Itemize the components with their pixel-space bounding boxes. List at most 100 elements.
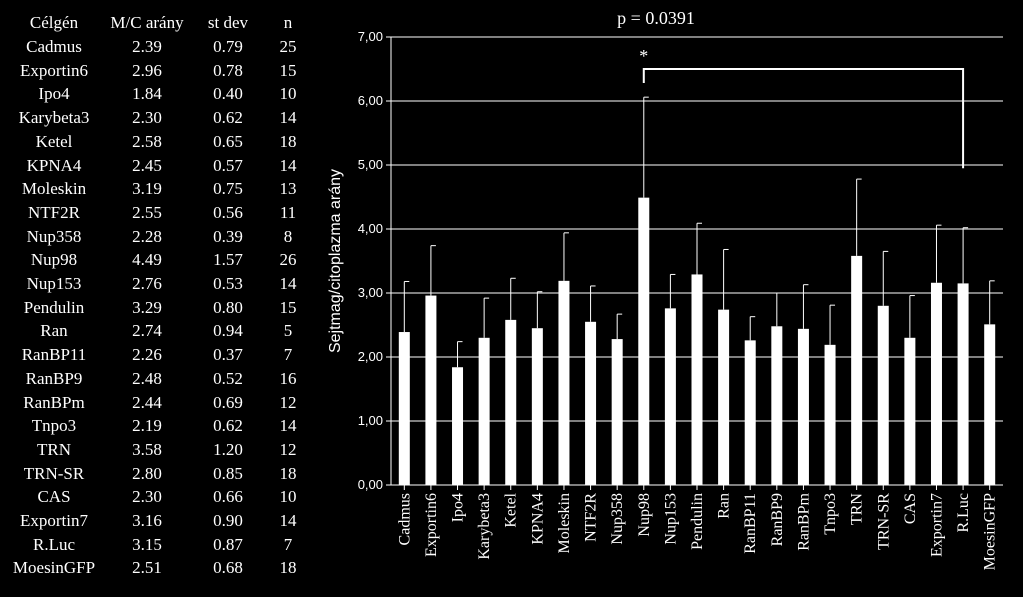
x-tick-label: CAS [902,493,919,524]
table-row: CAS 2.30 0.66 10 [0,487,320,510]
table-cell-gene: Ipo4 [38,84,70,104]
table-cell-stdev: 0.79 [213,37,243,56]
table-cell-ratio: 3.58 [132,439,162,459]
x-tick-label: Exportin6 [423,493,440,557]
table-cell-stdev: 0.94 [213,321,243,341]
table-cell-gene: Moleskin [21,179,87,199]
table-row: Tnpo3 2.19 0.62 14 [0,416,320,439]
bar [984,324,996,485]
x-tick-label: NTF2R [583,493,600,542]
x-tick-label: Moleskin [556,493,573,553]
significance-star: * [639,46,648,66]
table-cell-gene: KPNA4 [26,155,82,175]
table-cell-stdev: 0.75 [213,179,243,199]
bar [957,283,969,485]
y-tick-label: 5,00 [358,157,383,172]
table-cell-n: 5 [283,321,293,341]
table-row: R.Luc 3.15 0.87 7 [0,535,320,558]
bar [824,344,836,485]
table-cell-stdev: 0.57 [213,155,243,175]
table-row: RanBPm 2.44 0.69 12 [0,393,320,416]
table-row: Exportin6 2.96 0.78 15 [0,61,320,84]
table-cell-n: 14 [279,155,297,175]
x-tick-label: Exportin7 [928,493,945,557]
table-cell-gene: Ran [40,321,68,341]
table-cell-n: 18 [279,463,297,483]
table-cell-ratio: 4.49 [132,250,162,270]
table-cell-gene: RanBP9 [25,368,83,388]
table-cell-stdev: 0.65 [213,131,243,151]
bar [797,328,809,485]
table-cell-ratio: 2.96 [132,60,162,80]
bar [611,339,623,485]
table-row: Karybeta3 2.30 0.62 14 [0,108,320,131]
table-cell-stdev: 0.69 [213,392,243,412]
table-cell-stdev: 0.87 [213,534,243,554]
x-tick-label: KPNA4 [529,493,546,545]
table-cell-gene: Nup98 [30,250,78,270]
bar [531,328,543,485]
y-tick-label: 2,00 [358,349,383,364]
table-cell-n: 15 [279,297,297,317]
table-cell-ratio: 2.44 [132,392,162,412]
bar [877,305,889,485]
table-cell-stdev: 0.62 [213,416,243,436]
x-tick-label: R.Luc [955,493,972,533]
table-row: Nup153 2.76 0.53 14 [0,274,320,297]
bar [851,255,863,485]
table-cell-gene: Nup358 [26,226,82,246]
y-axis-label: Sejtmag/citoplazma arány [327,169,344,353]
table-cell-stdev: 0.66 [213,487,243,507]
table-cell-gene: TRN [37,439,71,459]
table-cell-n: 10 [279,84,297,104]
table-cell-stdev: 0.85 [213,463,243,483]
table-cell-gene: CAS [37,487,71,507]
table-cell-n: 13 [279,179,297,199]
table-row: TRN 3.58 1.20 12 [0,440,320,463]
table-row: Exportin7 3.16 0.90 14 [0,511,320,534]
header-st-dev: st dev [207,13,249,32]
table-row: NTF2R 2.55 0.56 11 [0,203,320,226]
table-row: Moleskin 3.19 0.75 13 [0,179,320,202]
table-row: Ran 2.74 0.94 5 [0,321,320,344]
x-tick-label: MoesinGFP [982,493,999,570]
table-cell-ratio: 2.76 [132,274,162,293]
table-cell-gene: Tnpo3 [31,416,77,436]
table-cell-n: 7 [283,534,293,554]
x-tick-label: Nup98 [636,493,653,537]
table-cell-ratio: 3.15 [132,534,162,554]
table-cell-stdev: 0.53 [213,274,243,293]
table-cell-gene: Ketel [35,131,73,151]
table-cell-stdev: 1.20 [213,439,243,459]
header-n: n [283,13,293,32]
bar [930,282,942,485]
table-cell-gene: RanBPm [23,392,85,412]
bar [638,197,650,485]
table-cell-ratio: 1.84 [132,84,162,104]
x-tick-label: TRN [849,493,866,525]
table-cell-n: 18 [279,558,297,578]
table-cell-stdev: 1.57 [213,250,243,270]
table-cell-ratio: 2.58 [132,131,162,151]
significance-bracket [642,68,965,169]
bar [585,321,597,485]
table-row: Pendulin 3.29 0.80 15 [0,298,320,321]
bar [771,326,783,485]
y-tick-label: 3,00 [358,285,383,300]
table-cell-stdev: 0.78 [213,60,243,80]
x-tick-label: TRN-SR [875,493,892,550]
x-tick-label: Ketel [503,492,520,527]
bar [398,332,410,485]
table-cell-n: 10 [279,487,297,507]
table-cell-stdev: 0.56 [213,202,243,222]
table-cell-ratio: 2.55 [132,202,162,222]
table-row: Ipo4 1.84 0.40 10 [0,84,320,107]
table-cell-ratio: 3.16 [132,511,162,530]
bar [478,337,490,485]
bar [718,309,730,485]
table-cell-stdev: 0.39 [213,226,243,246]
y-tick-label: 0,00 [358,477,383,492]
x-tick-label: Karybeta3 [476,493,493,560]
bar-chart: 0,00 1,00 2,00 3,00 4,00 5,00 6,00 7,00 Cadmus Ex… [327,8,1003,570]
table-cell-ratio: 2.30 [132,487,162,507]
